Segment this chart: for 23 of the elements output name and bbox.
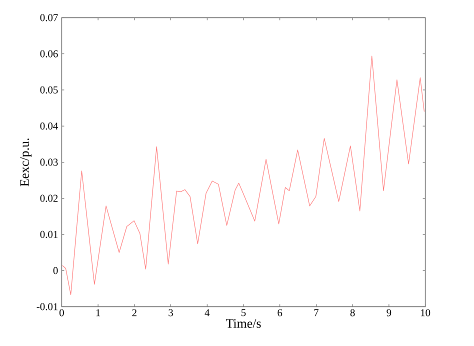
x-tick-label: 9: [386, 309, 392, 316]
x-tick-label: 1: [96, 309, 100, 316]
x-tick-label: 3: [168, 309, 173, 316]
x-tick-label: 5: [241, 309, 246, 316]
y-tick-label: 0.04: [40, 122, 58, 130]
y-tick-label: 0.02: [40, 194, 58, 202]
y-tick-label: 0.03: [40, 158, 58, 166]
y-tick-label: 0.06: [40, 50, 58, 58]
x-tick-label: 2: [132, 309, 136, 316]
y-tick-label: 0: [53, 267, 58, 274]
x-tick-label: 10: [420, 309, 430, 316]
x-tick-label: 0: [59, 309, 64, 316]
y-tick-label: -0.01: [36, 303, 58, 310]
x-axis-title: Time/s: [226, 319, 261, 328]
x-tick-label: 4: [204, 309, 210, 316]
y-tick-label: 0.01: [40, 230, 58, 238]
y-axis-title: Eexc/p.u.: [20, 138, 32, 186]
y-tick-label: 0.07: [40, 14, 58, 22]
x-tick-label: 7: [314, 309, 319, 316]
line-series: [62, 56, 425, 296]
x-tick-label: 8: [350, 309, 355, 316]
y-tick-label: 0.05: [40, 86, 58, 94]
x-tick-label: 6: [278, 309, 282, 316]
